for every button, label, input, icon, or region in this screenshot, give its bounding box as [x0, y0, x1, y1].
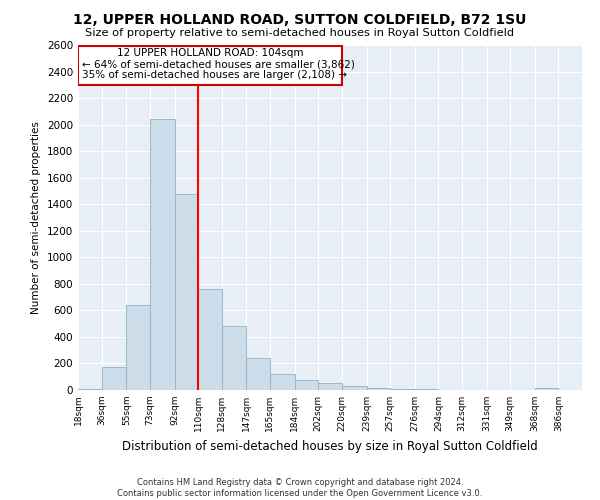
Bar [101, 368, 127, 390]
Bar [127, 305, 150, 390]
Bar [535, 388, 559, 390]
Text: 12 UPPER HOLLAND ROAD: 104sqm: 12 UPPER HOLLAND ROAD: 104sqm [116, 48, 303, 58]
Bar [270, 374, 295, 390]
Bar [198, 289, 221, 390]
Bar [175, 194, 198, 390]
Y-axis label: Number of semi-detached properties: Number of semi-detached properties [31, 121, 41, 314]
Text: 35% of semi-detached houses are larger (2,108) →: 35% of semi-detached houses are larger (… [82, 70, 347, 80]
Bar [342, 386, 367, 390]
Bar [367, 388, 390, 390]
Bar [78, 388, 101, 390]
Bar [390, 389, 415, 390]
Text: Contains HM Land Registry data © Crown copyright and database right 2024.
Contai: Contains HM Land Registry data © Crown c… [118, 478, 482, 498]
Text: ← 64% of semi-detached houses are smaller (3,862): ← 64% of semi-detached houses are smalle… [82, 59, 355, 69]
Text: 12, UPPER HOLLAND ROAD, SUTTON COLDFIELD, B72 1SU: 12, UPPER HOLLAND ROAD, SUTTON COLDFIELD… [73, 12, 527, 26]
Text: Size of property relative to semi-detached houses in Royal Sutton Coldfield: Size of property relative to semi-detach… [85, 28, 515, 38]
Bar [150, 120, 175, 390]
Bar [78, 46, 342, 86]
Bar [221, 326, 247, 390]
Bar [247, 358, 270, 390]
Bar [295, 380, 318, 390]
Bar [318, 384, 342, 390]
X-axis label: Distribution of semi-detached houses by size in Royal Sutton Coldfield: Distribution of semi-detached houses by … [122, 440, 538, 452]
